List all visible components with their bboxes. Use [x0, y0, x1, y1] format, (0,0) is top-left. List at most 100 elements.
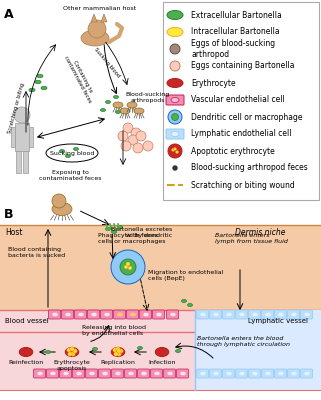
- FancyBboxPatch shape: [196, 369, 209, 378]
- Ellipse shape: [143, 312, 149, 316]
- FancyBboxPatch shape: [125, 369, 136, 378]
- Text: Migration to endothelial
cells (BepE): Migration to endothelial cells (BepE): [148, 270, 223, 281]
- Ellipse shape: [19, 348, 33, 356]
- Circle shape: [128, 266, 132, 270]
- Ellipse shape: [226, 372, 232, 376]
- Bar: [0, 310, 321, 332]
- FancyBboxPatch shape: [166, 129, 184, 139]
- Ellipse shape: [176, 350, 180, 352]
- Text: Exposing to
contaminated feces: Exposing to contaminated feces: [39, 170, 101, 181]
- Circle shape: [170, 44, 180, 54]
- Ellipse shape: [278, 312, 284, 316]
- Text: Erythrocyte
apoptosis: Erythrocyte apoptosis: [54, 360, 91, 371]
- FancyBboxPatch shape: [248, 369, 261, 378]
- Ellipse shape: [65, 312, 71, 316]
- Ellipse shape: [115, 372, 121, 376]
- Circle shape: [70, 347, 74, 351]
- Text: Eggs containing Bartonella: Eggs containing Bartonella: [191, 62, 294, 70]
- Ellipse shape: [117, 312, 123, 316]
- Ellipse shape: [187, 304, 193, 306]
- Ellipse shape: [155, 348, 169, 356]
- FancyBboxPatch shape: [62, 310, 74, 319]
- Ellipse shape: [111, 230, 117, 234]
- Circle shape: [68, 352, 72, 356]
- Circle shape: [113, 348, 117, 352]
- Text: Lymphatic endothelial cell: Lymphatic endothelial cell: [191, 130, 291, 138]
- Circle shape: [171, 148, 175, 152]
- Text: Lymphatic vessel: Lymphatic vessel: [248, 318, 308, 324]
- FancyBboxPatch shape: [48, 310, 60, 319]
- FancyBboxPatch shape: [210, 310, 221, 319]
- Ellipse shape: [304, 372, 310, 376]
- Bar: [195, 332, 321, 390]
- Circle shape: [128, 135, 138, 145]
- Circle shape: [117, 352, 121, 356]
- Circle shape: [119, 349, 123, 353]
- Circle shape: [73, 349, 77, 353]
- FancyBboxPatch shape: [222, 310, 235, 319]
- FancyBboxPatch shape: [167, 310, 178, 319]
- Ellipse shape: [291, 312, 297, 316]
- Circle shape: [168, 144, 182, 158]
- Circle shape: [14, 107, 30, 123]
- Circle shape: [143, 141, 153, 151]
- Ellipse shape: [78, 312, 84, 316]
- FancyBboxPatch shape: [73, 369, 84, 378]
- Ellipse shape: [50, 372, 56, 376]
- Ellipse shape: [65, 348, 79, 356]
- Bar: [195, 225, 321, 310]
- Ellipse shape: [252, 372, 258, 376]
- FancyBboxPatch shape: [47, 369, 58, 378]
- FancyBboxPatch shape: [262, 310, 273, 319]
- Ellipse shape: [154, 372, 160, 376]
- Text: Sucking blood: Sucking blood: [93, 47, 121, 79]
- Ellipse shape: [74, 148, 79, 150]
- Ellipse shape: [46, 350, 50, 354]
- Text: Other mammalian host: Other mammalian host: [64, 6, 136, 11]
- FancyBboxPatch shape: [140, 310, 152, 319]
- Polygon shape: [101, 14, 107, 22]
- Ellipse shape: [37, 372, 43, 376]
- Text: Eggs of blood-sucking
arthropod: Eggs of blood-sucking arthropod: [191, 39, 275, 59]
- Text: Releasing into blood
by endothelial cells: Releasing into blood by endothelial cell…: [82, 325, 146, 336]
- Ellipse shape: [167, 10, 183, 20]
- Text: Blood-sucking
arthropods: Blood-sucking arthropods: [126, 92, 170, 103]
- Ellipse shape: [89, 372, 95, 376]
- Ellipse shape: [76, 372, 82, 376]
- Ellipse shape: [239, 372, 245, 376]
- Ellipse shape: [171, 98, 179, 102]
- FancyBboxPatch shape: [262, 369, 273, 378]
- Text: Intracellular Bartonella: Intracellular Bartonella: [191, 28, 280, 36]
- Ellipse shape: [130, 312, 136, 316]
- Ellipse shape: [114, 96, 118, 98]
- Ellipse shape: [52, 202, 72, 216]
- Circle shape: [171, 114, 178, 120]
- Ellipse shape: [128, 372, 134, 376]
- Circle shape: [168, 110, 182, 124]
- Text: Bartonella enters
lymph from tissue fluid: Bartonella enters lymph from tissue flui…: [215, 233, 288, 244]
- Ellipse shape: [35, 80, 41, 84]
- Ellipse shape: [41, 86, 47, 90]
- FancyBboxPatch shape: [74, 310, 86, 319]
- Circle shape: [123, 123, 133, 133]
- FancyBboxPatch shape: [288, 369, 299, 378]
- Ellipse shape: [239, 312, 245, 316]
- Ellipse shape: [81, 30, 109, 46]
- FancyBboxPatch shape: [236, 369, 247, 378]
- Circle shape: [120, 259, 136, 275]
- Ellipse shape: [59, 150, 65, 152]
- Ellipse shape: [200, 312, 206, 316]
- Circle shape: [176, 150, 178, 154]
- Ellipse shape: [278, 372, 284, 376]
- FancyBboxPatch shape: [222, 369, 235, 378]
- FancyBboxPatch shape: [163, 369, 176, 378]
- FancyBboxPatch shape: [288, 310, 299, 319]
- Ellipse shape: [304, 312, 310, 316]
- FancyBboxPatch shape: [274, 310, 287, 319]
- Bar: [0, 225, 321, 310]
- Circle shape: [136, 131, 146, 141]
- Ellipse shape: [252, 312, 258, 316]
- Ellipse shape: [171, 132, 179, 136]
- Text: Scratching or biting wound: Scratching or biting wound: [191, 180, 295, 190]
- FancyBboxPatch shape: [210, 369, 221, 378]
